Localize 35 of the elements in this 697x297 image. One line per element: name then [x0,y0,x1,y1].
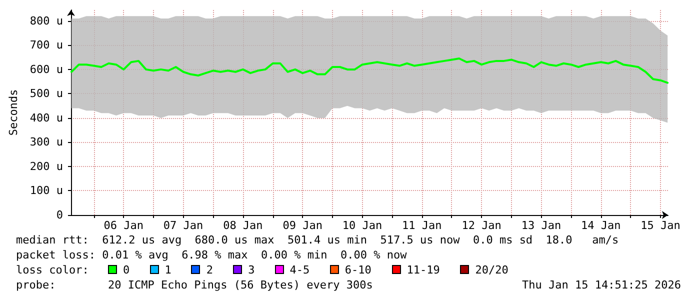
y-tick-label: 400 u [30,111,64,124]
text: 2 [206,264,214,276]
text: 3 [248,264,255,276]
y-tick-label: 800 u [30,14,64,28]
line-series [70,58,669,84]
y-tick-label: 100 u [30,184,64,198]
y-tick-label: 600 u [30,62,64,76]
text: probe: [16,278,56,292]
x-tick-label: 11 Jan [402,219,442,232]
x-tick-label: 15 Jan [640,219,680,232]
x-tick-label: 08 Jan [223,219,263,232]
text: 1 [164,264,172,276]
text: Thu Jan 15 14:51:25 2026 [522,278,681,292]
x-tick-label: 12 Jan [462,219,502,232]
text: 0 [123,264,130,276]
x-tick-label: 06 Jan [104,219,144,232]
text: 4-5 [290,264,310,276]
y-tick-label: 0 [56,208,64,222]
y-tick-label: 200 u [30,160,64,173]
y-axis-title: Seconds [7,89,20,136]
x-tick-label: 09 Jan [282,219,322,232]
text: loss color: [16,264,89,276]
x-tick-label: 14 Jan [581,219,621,232]
x-tick-label: 13 Jan [521,219,562,232]
x-tick-label: 10 Jan [342,219,382,232]
x-tick-label: 07 Jan [163,219,204,232]
text: 6-10 [344,264,372,276]
text: packet loss: 0.01 % avg 6.98 % max 0.00 % min 0.00 % now [16,248,408,262]
y-tick-label: 500 u [30,87,64,100]
y-tick-label: 300 u [30,136,64,149]
text: 11-19 [406,264,440,276]
y-tick-label: 700 u [30,38,64,52]
text: median rtt: 612.2 us avg 680.0 us max 501.4 us min 517.5 us now 0.0 ms sd 18.0 am/s [16,234,619,246]
text: 20 ICMP Echo Pings (56 Bytes) every 300s [108,278,373,292]
text: 20/20 [475,264,508,276]
